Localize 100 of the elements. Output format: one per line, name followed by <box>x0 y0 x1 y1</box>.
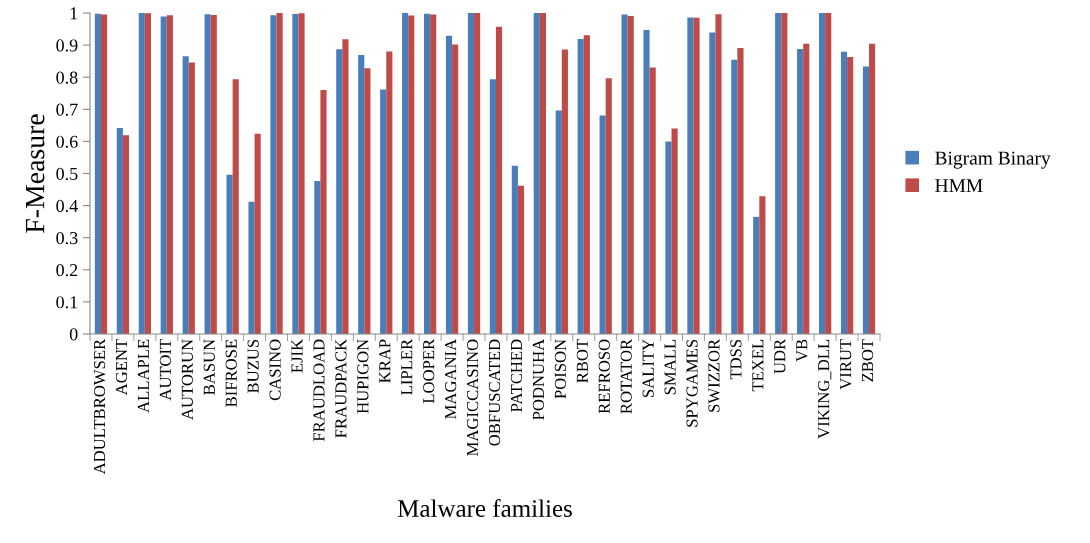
x-tick-label: VB <box>796 339 808 362</box>
bar <box>138 13 145 334</box>
bar <box>665 141 672 334</box>
x-tick-label: SWIZZOR <box>708 338 720 412</box>
bar <box>336 49 343 334</box>
x-tick-label: AUTORUN <box>181 339 193 420</box>
x-tick-label: ZBOT <box>862 339 874 382</box>
bar <box>605 78 612 334</box>
bar <box>671 128 678 334</box>
bar <box>210 14 217 334</box>
bar <box>539 13 547 334</box>
x-tick-label: FRAUDPACK <box>335 339 347 438</box>
legend-label: Bigram Binary <box>935 151 1051 169</box>
x-tick-label: ROTATOR <box>620 338 632 414</box>
x-tick-label: PATCHED <box>510 339 523 412</box>
x-tick-label: BASUN <box>203 339 215 395</box>
x-tick-label: RBOT <box>576 339 588 383</box>
x-tick-label: BUZUS <box>247 339 259 394</box>
x-tick-label: HUPIGON <box>357 339 369 414</box>
bar <box>298 13 305 334</box>
bar <box>847 56 854 334</box>
bar <box>511 165 518 334</box>
bar <box>759 196 766 334</box>
bar <box>188 62 195 334</box>
bar <box>204 14 211 334</box>
y-tick-label: 0 <box>69 328 78 341</box>
bar <box>489 79 496 334</box>
bar <box>160 16 167 334</box>
x-tick-label: LOOPER <box>423 338 435 404</box>
bar <box>100 14 108 334</box>
bar <box>517 185 525 334</box>
bar <box>825 13 832 334</box>
bar <box>408 15 415 334</box>
bar <box>320 90 327 334</box>
y-tick-label: 0.3 <box>56 231 78 245</box>
bar <box>94 13 101 334</box>
y-tick-label: 0.6 <box>56 135 78 148</box>
bar <box>599 115 606 334</box>
x-tick-label: EJIK <box>291 339 303 373</box>
bar <box>709 32 716 334</box>
bar <box>775 13 782 334</box>
bar <box>445 35 453 334</box>
bar <box>649 67 656 334</box>
x-tick-label: SALITY <box>642 339 654 397</box>
bar <box>122 135 130 334</box>
y-tick-label: 0.8 <box>56 71 78 84</box>
bar <box>364 68 371 334</box>
bar <box>423 13 431 334</box>
x-tick-label: AGENT <box>115 339 128 396</box>
bar <box>643 30 650 334</box>
x-tick-label: OBFUSCATED <box>488 339 501 446</box>
bar <box>248 201 255 334</box>
x-tick-label: CASINO <box>269 339 281 401</box>
bar <box>818 13 826 334</box>
x-tick-label: REFROSO <box>598 339 610 414</box>
bar <box>753 216 760 334</box>
x-tick-label: UDR <box>774 338 786 374</box>
y-tick-label: 0.1 <box>56 296 78 309</box>
bar <box>226 174 233 334</box>
x-tick-label: TEXEL <box>752 339 764 392</box>
bar <box>116 127 123 334</box>
bar <box>342 39 349 334</box>
bar <box>276 13 283 334</box>
bar <box>452 44 459 334</box>
x-tick-label: SPYGAMES <box>686 339 698 427</box>
y-tick-label: 0.7 <box>56 103 78 116</box>
bar <box>693 17 700 334</box>
bar <box>797 48 804 334</box>
bar <box>737 47 744 334</box>
bar <box>495 26 503 334</box>
bar <box>627 15 634 334</box>
bar <box>358 55 365 334</box>
y-tick-label: 0.9 <box>56 39 78 52</box>
bar <box>314 180 321 334</box>
bar <box>386 51 393 334</box>
x-tick-label: ALLAPLE <box>137 339 149 413</box>
bar <box>292 13 299 334</box>
bar <box>182 56 189 334</box>
bar <box>561 49 568 334</box>
x-tick-label: VIKING_DLL <box>818 339 832 439</box>
bar <box>380 89 387 334</box>
bar <box>555 110 562 334</box>
y-tick-label: 0.2 <box>56 264 78 277</box>
bar <box>430 14 437 334</box>
bar <box>577 39 584 334</box>
bar <box>402 13 409 334</box>
bar <box>715 14 722 334</box>
x-tick-label: KRAP <box>379 339 391 383</box>
y-tick-label: 0.5 <box>56 167 78 181</box>
bar <box>803 43 810 334</box>
y-tick-label: 1 <box>70 7 78 20</box>
bar <box>166 15 173 334</box>
bar <box>533 13 540 334</box>
y-axis-title: F-Measure <box>25 114 45 233</box>
bar <box>869 43 876 334</box>
y-tick-label: 0.4 <box>56 199 78 213</box>
bar <box>621 14 628 334</box>
bar <box>467 13 475 334</box>
bar <box>270 15 277 334</box>
bar <box>254 133 261 334</box>
